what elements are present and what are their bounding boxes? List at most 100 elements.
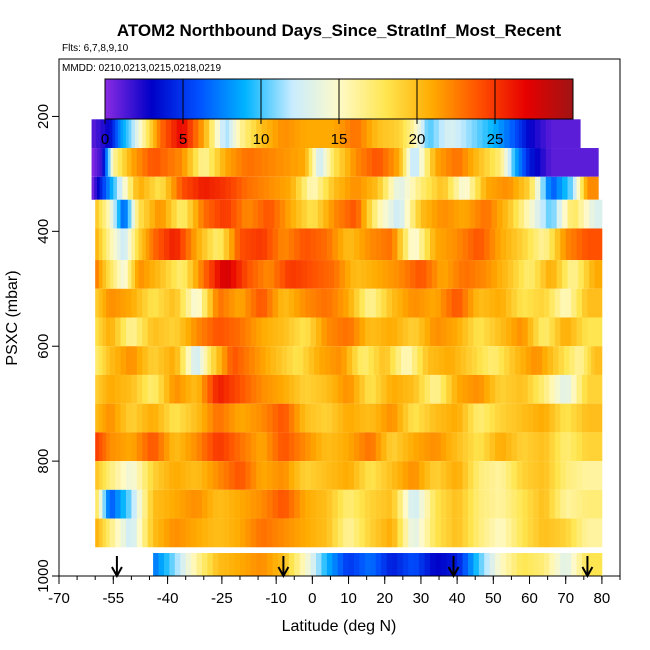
heatmap-cell xyxy=(350,148,357,177)
heatmap-cell xyxy=(350,199,357,229)
heatmap-cell xyxy=(272,317,279,347)
heatmap-cell xyxy=(478,228,485,261)
heatmap-cell xyxy=(406,119,411,149)
heatmap-cell xyxy=(402,228,409,261)
heatmap-cell xyxy=(469,260,476,289)
heatmap-cell xyxy=(203,119,210,149)
heatmap-cell xyxy=(185,518,192,548)
heatmap-cell xyxy=(587,553,592,576)
heatmap-cell xyxy=(212,553,219,576)
heatmap-cell xyxy=(113,260,118,289)
heatmap-cell xyxy=(267,119,273,149)
heatmap-cell xyxy=(429,317,436,347)
heatmap-cell xyxy=(196,461,203,490)
heatmap-cell xyxy=(348,432,355,462)
heatmap-cell xyxy=(505,374,512,404)
heatmap-cell xyxy=(288,119,295,149)
heatmap-cell xyxy=(429,288,436,318)
heatmap-cell xyxy=(382,260,389,289)
heatmap-cell xyxy=(366,260,373,289)
heatmap-cell xyxy=(595,176,599,200)
heatmap-cell xyxy=(600,260,603,289)
heatmap-cell xyxy=(598,317,603,347)
heatmap-cell xyxy=(473,432,480,462)
heatmap-cell xyxy=(245,489,252,519)
heatmap-cell xyxy=(598,260,601,289)
heatmap-cell xyxy=(359,374,366,404)
heatmap-cell xyxy=(267,288,273,318)
heatmap-cell xyxy=(209,148,216,177)
heatmap-cell xyxy=(562,176,568,200)
heatmap-cell xyxy=(136,461,143,490)
heatmap-cell xyxy=(207,461,214,490)
heatmap-cell xyxy=(538,228,545,261)
heatmap-cell xyxy=(424,119,429,149)
heatmap-cell xyxy=(326,228,333,261)
heatmap-cell xyxy=(191,288,197,318)
heatmap-cell xyxy=(288,228,295,261)
heatmap-cell xyxy=(113,148,119,177)
heatmap-cell xyxy=(522,228,529,261)
heatmap-cell xyxy=(334,260,340,289)
heatmap-cell xyxy=(95,317,100,347)
heatmap-cell xyxy=(359,317,366,347)
heatmap-cell xyxy=(163,288,170,318)
heatmap-cell xyxy=(587,374,592,404)
heatmap-cell xyxy=(529,260,536,289)
heatmap-cell xyxy=(98,317,103,347)
heatmap-cell xyxy=(201,461,208,490)
heatmap-cell xyxy=(214,148,221,177)
heatmap-cell xyxy=(446,288,453,318)
heatmap-cell xyxy=(239,403,246,433)
heatmap-cell xyxy=(296,176,302,200)
heatmap-cell xyxy=(153,432,159,462)
heatmap-cell xyxy=(109,432,116,462)
heatmap-cell xyxy=(554,403,561,433)
heatmap-cell xyxy=(261,148,270,177)
heatmap-cell xyxy=(505,432,512,462)
heatmap-cell xyxy=(267,317,273,347)
heatmap-cell xyxy=(288,432,295,462)
heatmap-cell xyxy=(109,119,113,149)
heatmap-cell xyxy=(522,461,529,490)
heatmap-cell xyxy=(502,199,509,229)
heatmap-cell xyxy=(187,176,194,200)
heatmap-cell xyxy=(478,518,485,548)
heatmap-cell xyxy=(115,461,121,490)
heatmap-cell xyxy=(516,288,523,318)
heatmap-cell xyxy=(587,432,592,462)
heatmap-cell xyxy=(198,199,205,229)
heatmap-cell xyxy=(196,553,203,576)
heatmap-cell xyxy=(305,432,311,462)
heatmap-cell xyxy=(180,317,187,347)
heatmap-cell xyxy=(502,260,509,289)
heatmap-cell xyxy=(310,518,317,548)
heatmap-cell xyxy=(154,260,161,289)
heatmap-cell xyxy=(569,346,576,375)
heatmap-cell xyxy=(109,176,114,200)
heatmap-cell xyxy=(158,489,165,519)
heatmap-cell xyxy=(196,432,203,462)
heatmap-cell xyxy=(288,374,295,404)
heatmap-cell xyxy=(516,432,523,462)
heatmap-cell xyxy=(110,148,114,177)
heatmap-cell xyxy=(330,148,335,177)
heatmap-cell xyxy=(279,176,286,200)
heatmap-cell xyxy=(277,461,284,490)
heatmap-cell xyxy=(359,432,366,462)
heatmap-cell xyxy=(171,176,178,200)
heatmap-cell xyxy=(415,176,422,200)
heatmap-cell xyxy=(419,461,425,490)
heatmap-cell xyxy=(565,228,572,261)
heatmap-cell xyxy=(495,432,501,462)
heatmap-cell xyxy=(457,489,463,519)
heatmap-cell xyxy=(500,403,507,433)
heatmap-cell xyxy=(361,176,368,200)
heatmap-cell xyxy=(315,432,322,462)
heatmap-cell xyxy=(250,461,257,490)
heatmap-cell xyxy=(493,346,500,375)
heatmap-cell xyxy=(247,199,254,229)
heatmap-cell xyxy=(256,489,263,519)
heatmap-cell xyxy=(350,176,357,200)
heatmap-cell xyxy=(125,346,132,375)
